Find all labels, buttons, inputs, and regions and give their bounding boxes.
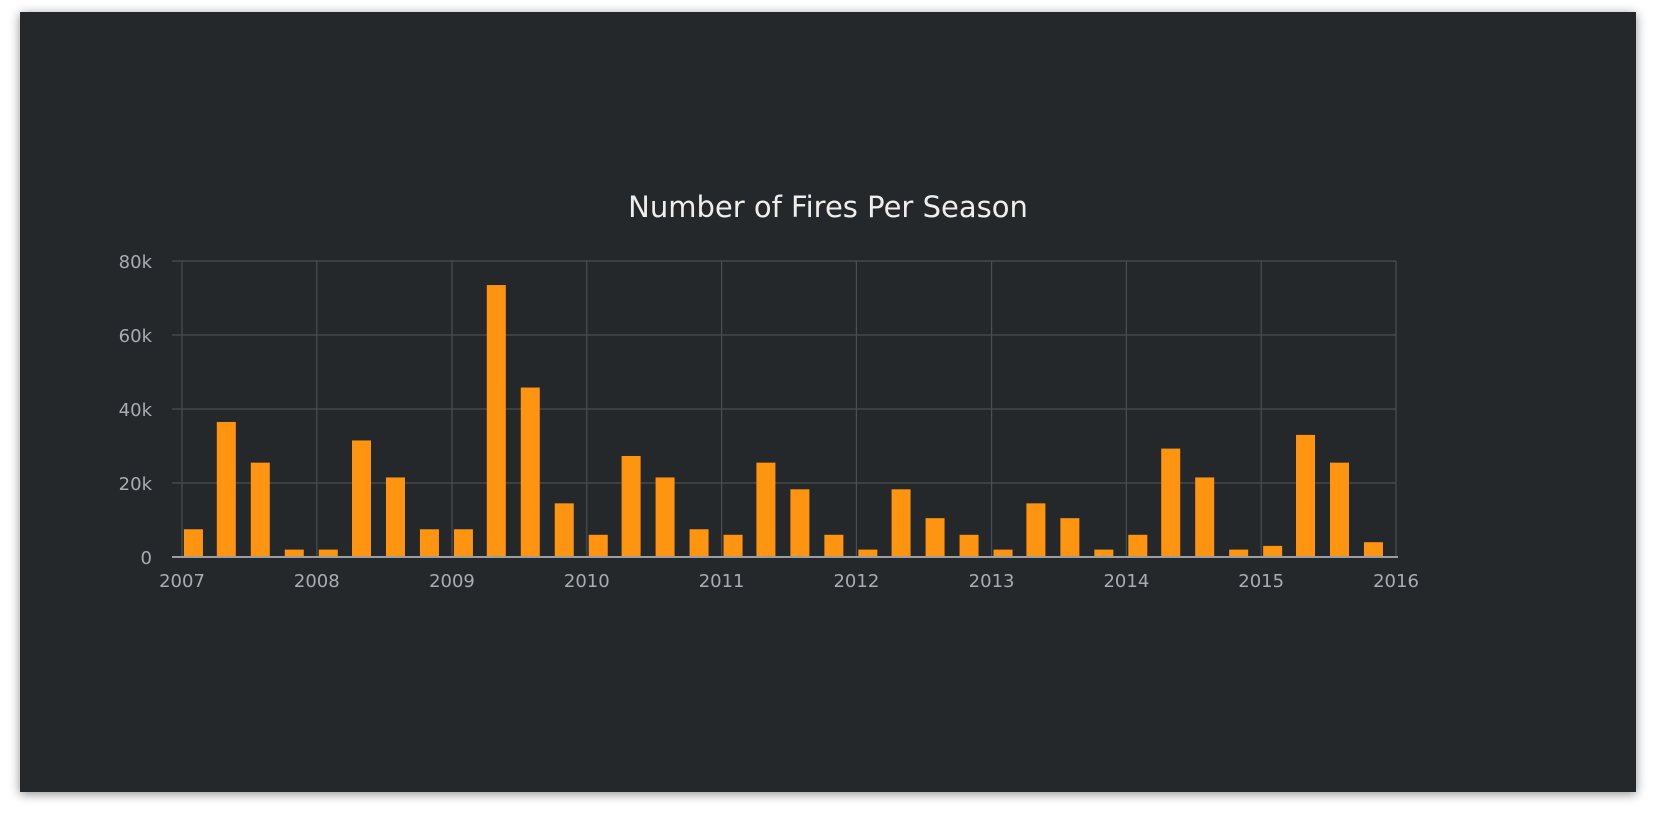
bar: [486, 285, 506, 557]
bar: [183, 529, 203, 557]
bar: [1263, 545, 1283, 557]
y-tick-label: 40k: [119, 400, 153, 421]
grid-lines: [172, 260, 1397, 557]
bar: [689, 529, 709, 557]
bar: [284, 549, 304, 557]
bar: [385, 477, 405, 557]
bar: [520, 387, 540, 557]
bar: [1296, 434, 1316, 557]
y-tick-label: 20k: [119, 474, 153, 495]
x-tick-label: 2013: [969, 571, 1015, 592]
bar: [723, 534, 743, 557]
x-tick-label: 2010: [564, 571, 610, 592]
chart-card: Number of Fires Per Season 0 20k 40k 60k 80k…: [20, 12, 1636, 792]
bar: [891, 489, 911, 557]
x-tick-label: 2008: [294, 571, 340, 592]
y-tick-label: 60k: [119, 326, 153, 347]
x-tick-label: 2012: [833, 571, 879, 592]
bar-series: [183, 285, 1383, 557]
bar: [419, 529, 439, 557]
bar: [790, 489, 810, 557]
bar: [858, 549, 878, 557]
bar: [925, 518, 945, 557]
bar: [1094, 549, 1114, 557]
bar: [824, 534, 844, 557]
bar: [554, 503, 574, 557]
bar: [1363, 542, 1383, 557]
bar: [655, 477, 675, 557]
y-tick-label: 0: [141, 548, 152, 569]
x-tick-label: 2015: [1238, 571, 1284, 592]
x-tick-label: 2007: [159, 571, 205, 592]
bar: [1026, 503, 1046, 557]
bar: [756, 462, 776, 557]
bar: [250, 462, 270, 557]
bar: [1161, 448, 1181, 557]
axes: 0 20k 40k 60k 80k 2007 2008 2009 2010 2011 2012 201…: [119, 252, 1419, 592]
chart-title: Number of Fires Per Season: [628, 190, 1028, 224]
bar: [1128, 534, 1148, 557]
bar: [1329, 462, 1349, 557]
bar: [318, 549, 338, 557]
fires-per-season-chart: Number of Fires Per Season 0 20k 40k 60k 80k…: [119, 190, 1419, 592]
bar: [1060, 518, 1080, 557]
bar: [453, 529, 473, 557]
bar: [216, 421, 236, 557]
x-tick-label: 2009: [429, 571, 475, 592]
x-tick-label: 2016: [1373, 571, 1419, 592]
bar: [1229, 549, 1249, 557]
bar: [621, 455, 641, 557]
bar: [959, 534, 979, 557]
bar: [588, 534, 608, 557]
bar: [993, 549, 1013, 557]
y-tick-label: 80k: [119, 252, 153, 273]
bar: [351, 440, 371, 557]
x-tick-label: 2014: [1103, 571, 1149, 592]
bar: [1195, 477, 1215, 557]
x-tick-label: 2011: [699, 571, 745, 592]
